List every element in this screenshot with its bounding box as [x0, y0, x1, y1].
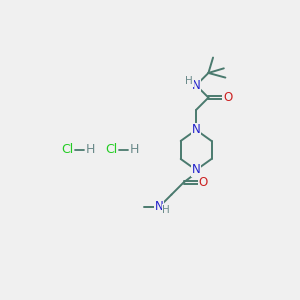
- Text: N: N: [192, 123, 200, 136]
- Text: O: O: [223, 91, 232, 104]
- Text: N: N: [155, 200, 164, 213]
- Text: N: N: [192, 164, 200, 176]
- Text: H: H: [162, 205, 170, 215]
- Text: H: H: [86, 143, 95, 157]
- Text: Cl: Cl: [61, 143, 74, 157]
- Text: H: H: [185, 76, 193, 86]
- Text: Cl: Cl: [105, 143, 118, 157]
- Text: H: H: [130, 143, 139, 157]
- Text: O: O: [198, 176, 208, 189]
- Text: N: N: [192, 79, 200, 92]
